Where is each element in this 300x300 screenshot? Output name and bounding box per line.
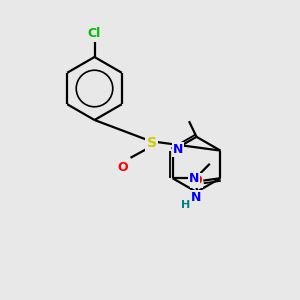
Text: O: O [191, 174, 202, 187]
Text: N: N [191, 191, 201, 204]
Text: Cl: Cl [88, 27, 101, 40]
Text: H: H [182, 200, 190, 210]
Text: N: N [189, 172, 200, 185]
Text: S: S [146, 136, 157, 150]
Text: O: O [117, 161, 128, 174]
Text: N: N [173, 142, 183, 156]
